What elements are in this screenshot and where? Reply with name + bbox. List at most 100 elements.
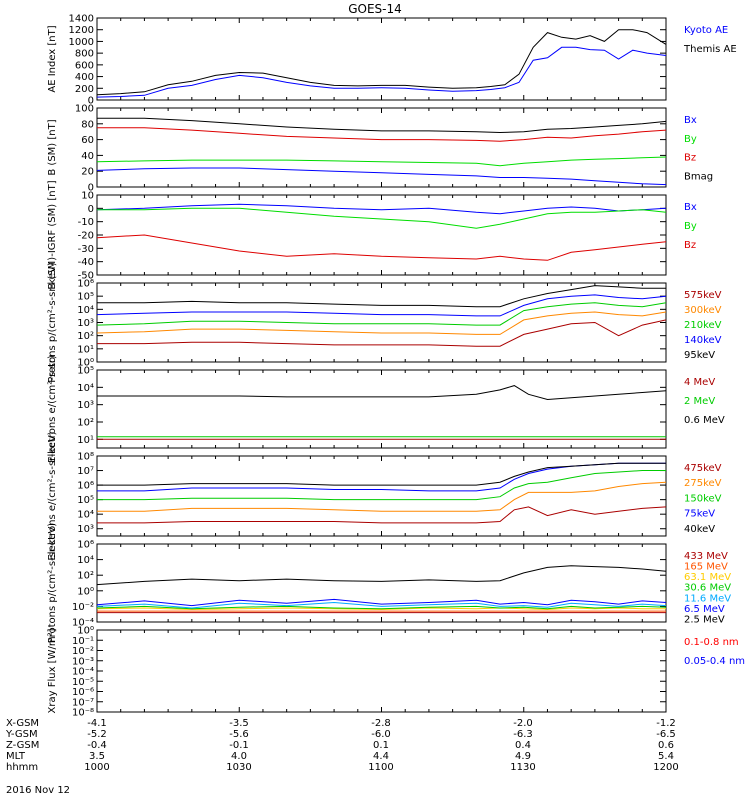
y-tick-label: 10⁻⁴ — [72, 618, 94, 629]
y-tick-label: 10⁸ — [77, 452, 94, 463]
y-tick-label: 10⁶ — [77, 279, 94, 290]
y-tick-label: 60 — [81, 135, 94, 146]
panel-3-y-title: B (SM)-IGRF (SM) [nT] — [47, 180, 58, 289]
series-line-75kev — [97, 462, 666, 492]
legend-2-5-mev: 2.5 MeV — [684, 614, 725, 625]
figure-title: GOES-14 — [348, 2, 402, 16]
legend-bz: Bz — [684, 153, 696, 164]
y-tick-label: 80 — [81, 119, 94, 130]
y-tick-label: 10⁷ — [77, 466, 94, 477]
y-tick-label: 1200 — [69, 25, 94, 36]
y-tick-label: 10³ — [77, 524, 94, 535]
orbit-row-name: X-GSM — [6, 718, 40, 729]
y-tick-label: -10 — [78, 217, 94, 228]
series-line-475kev — [97, 506, 667, 524]
y-tick-label: 10² — [77, 418, 94, 429]
y-tick-label: 10⁰ — [77, 626, 94, 637]
orbit-value: 0.6 — [658, 740, 674, 751]
y-tick-label: 10⁻⁸ — [72, 708, 94, 719]
legend-11-6-mev: 11.6 MeV — [684, 593, 731, 604]
y-tick-label: 20 — [81, 167, 94, 178]
orbit-value: 5.4 — [658, 751, 674, 762]
legend-themis-ae: Themis AE — [683, 44, 737, 55]
orbit-value: 1130 — [510, 762, 536, 773]
panel-7-frame — [96, 543, 667, 623]
y-tick-label: 10¹ — [77, 435, 94, 446]
orbit-row-mlt: MLT 3.5 4.0 4.4 4.9 5.4 — [0, 751, 750, 762]
panel-8-y-title: Xray Flux [W/m²] — [47, 628, 58, 713]
legend-0-1-0-8-nm: 0.1-0.8 nm — [684, 637, 739, 648]
legend-by: By — [684, 134, 697, 145]
panel-2-y-title: B (SM) [nT] — [47, 119, 58, 175]
legend-300kev: 300keV — [684, 305, 722, 316]
orbit-value: 1030 — [226, 762, 252, 773]
legend-575kev: 575keV — [684, 290, 722, 301]
legend-bmag: Bmag — [684, 171, 713, 182]
date-label: 2016 Nov 12 — [6, 785, 71, 796]
y-tick-label: 10 — [81, 191, 94, 202]
y-tick-label: -40 — [78, 257, 94, 268]
series-line-bmag — [97, 117, 667, 134]
y-tick-label: 10⁻⁵ — [72, 677, 94, 688]
series-line-150kev — [97, 470, 666, 501]
legend-433-mev: 433 MeV — [684, 551, 728, 562]
panel-4-y-title: Protons p/(cm²-s-sr-keV) — [47, 262, 58, 383]
y-tick-label: -30 — [78, 244, 94, 255]
y-tick-label: 100 — [75, 104, 94, 115]
legend-75kev: 75keV — [684, 509, 715, 520]
orbit-value: -2.8 — [371, 718, 391, 729]
legend-kyoto-ae: Kyoto AE — [684, 25, 728, 36]
y-tick-label: 10⁵ — [77, 366, 94, 377]
orbit-row-y-gsm: Y-GSM -5.2 -5.6 -6.0 -6.3 -6.5 — [0, 729, 750, 740]
y-tick-label: 10⁻³ — [72, 656, 94, 667]
legend-275kev: 275keV — [684, 478, 722, 489]
y-tick-label: 10⁻⁷ — [72, 697, 94, 708]
series-line-95kev — [97, 285, 666, 308]
series-line-40kev — [97, 462, 666, 486]
y-tick-label: 10⁵ — [77, 292, 94, 303]
series-line-bx — [96, 167, 667, 186]
series-line-300kev — [96, 311, 667, 335]
orbit-value: -6.0 — [371, 729, 391, 740]
orbit-value: 4.9 — [515, 751, 531, 762]
orbit-value: 1100 — [368, 762, 394, 773]
orbit-row-name: hhmm — [6, 762, 39, 773]
y-tick-label: 1400 — [69, 14, 94, 25]
y-tick-label: 10⁶ — [77, 481, 94, 492]
y-tick-label: 10⁶ — [77, 540, 94, 551]
panel-1-y-title: AE Index [nT] — [47, 25, 58, 92]
orbit-value: -6.3 — [513, 729, 533, 740]
panel-6-y-title: Electrons e/(cm²-s-sr-keV) — [47, 431, 58, 560]
y-tick-label: 10¹ — [77, 344, 94, 355]
legend-by: By — [684, 221, 697, 232]
orbit-value: 0.1 — [373, 740, 389, 751]
series-line-by — [96, 156, 667, 167]
orbit-value: -2.0 — [513, 718, 533, 729]
y-tick-label: 0 — [88, 183, 94, 194]
series-line-210kev — [96, 302, 667, 326]
y-tick-label: 10³ — [77, 318, 94, 329]
legend-475kev: 475keV — [684, 463, 722, 474]
orbit-row-name: Y-GSM — [6, 729, 38, 740]
legend-40kev: 40keV — [684, 524, 715, 535]
series-line-30-6-mev — [96, 605, 667, 610]
panel-6-frame — [96, 455, 667, 537]
legend-165-mev: 165 MeV — [684, 562, 728, 573]
series-line-bz — [97, 127, 667, 142]
series-line-0-6-mev — [97, 385, 667, 401]
legend-95kev: 95keV — [684, 350, 715, 361]
y-tick-label: 200 — [75, 84, 94, 95]
orbit-row-x-gsm: X-GSM -4.1 -3.5 -2.8 -2.0 -1.2 — [0, 718, 750, 729]
panel-7-y-title: Protons p/(cm²-s-sr-keV) — [47, 523, 58, 644]
y-tick-label: 10² — [77, 331, 94, 342]
y-tick-label: 10⁻⁶ — [72, 687, 94, 698]
legend-140kev: 140keV — [684, 335, 722, 346]
orbit-value: -0.1 — [229, 740, 249, 751]
legend-2-mev: 2 MeV — [684, 396, 715, 407]
y-tick-label: 10⁴ — [77, 383, 94, 394]
legend-bx: Bx — [684, 202, 697, 213]
orbit-value: -5.6 — [229, 729, 249, 740]
y-tick-label: 10⁻² — [72, 602, 94, 613]
orbit-value: 1200 — [653, 762, 679, 773]
